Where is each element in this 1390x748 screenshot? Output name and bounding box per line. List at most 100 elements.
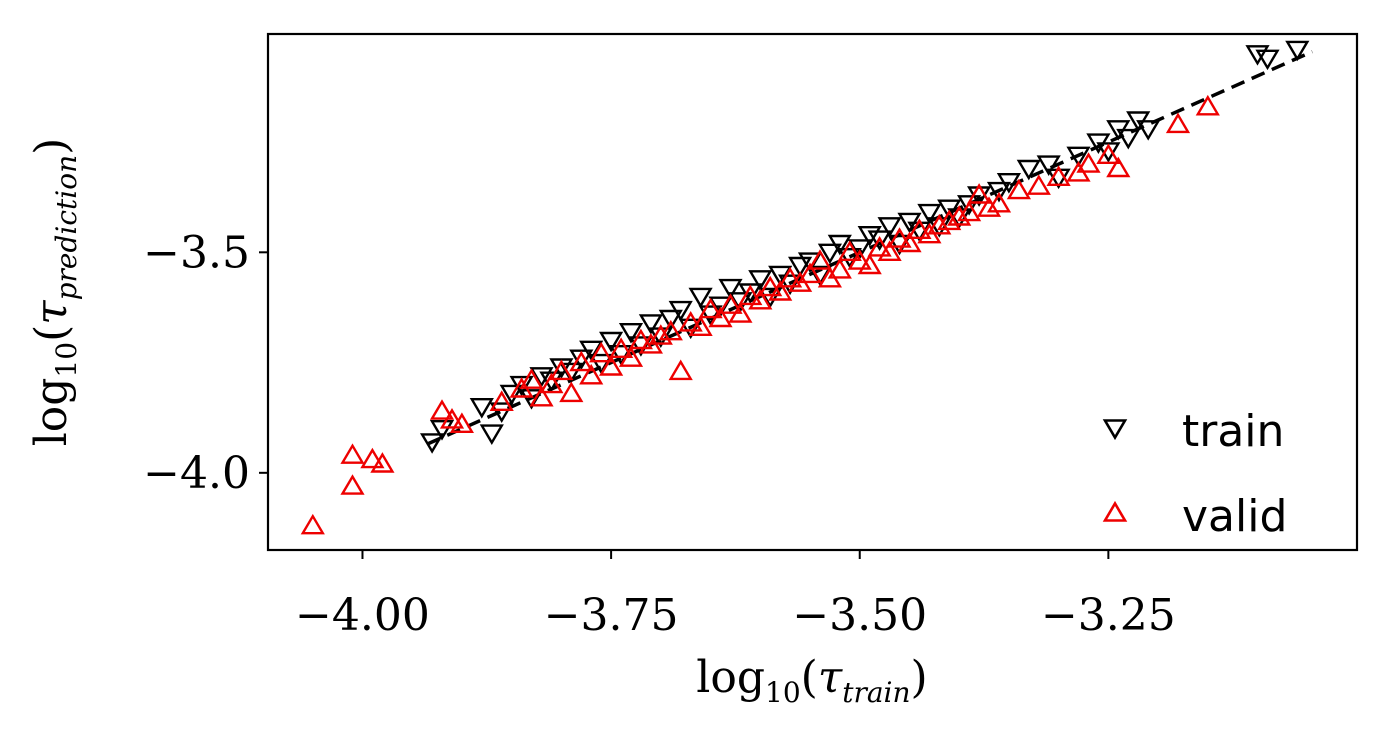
valid-point xyxy=(837,240,862,261)
valid-point xyxy=(1026,174,1051,195)
x-axis-label-log: log xyxy=(696,652,765,703)
valid-point xyxy=(768,280,793,301)
x-axis-label-tau-subscript: train xyxy=(842,676,910,709)
reference-dashed-line xyxy=(426,50,1313,446)
valid-point xyxy=(340,474,365,495)
valid-point xyxy=(519,368,544,389)
legend-train-marker xyxy=(1102,419,1128,441)
x-axis-ticks: −4.00 −3.75 −3.50 −3.25 xyxy=(295,550,1176,641)
valid-point xyxy=(897,231,922,253)
valid-point xyxy=(847,249,872,270)
valid-point xyxy=(589,341,614,363)
legend-valid-label: valid xyxy=(1182,491,1287,542)
valid-point xyxy=(678,311,703,332)
train-point xyxy=(748,270,773,291)
valid-point xyxy=(360,447,385,469)
train-point xyxy=(857,225,882,247)
valid-point xyxy=(827,258,852,279)
train-point xyxy=(817,243,842,265)
valid-point xyxy=(609,337,634,358)
y-axis-label-open-paren: ( xyxy=(26,325,77,342)
legend-valid-marker xyxy=(1102,500,1128,522)
y-tick-label: −4.0 xyxy=(143,448,250,499)
valid-point xyxy=(668,359,693,381)
valid-point xyxy=(748,288,773,310)
x-tick-label: −4.00 xyxy=(295,590,430,641)
train-point xyxy=(1066,146,1091,168)
valid-point xyxy=(539,372,564,394)
valid-point xyxy=(648,324,673,345)
train-point xyxy=(429,420,455,441)
valid-point xyxy=(599,355,624,376)
valid-point xyxy=(559,381,584,403)
x-tick-label: −3.50 xyxy=(792,590,927,641)
valid-point xyxy=(1006,178,1031,200)
valid-point xyxy=(967,183,992,204)
train-point xyxy=(788,256,813,278)
points-layer xyxy=(300,40,1310,535)
train-point xyxy=(986,181,1012,203)
legend-train-label: train xyxy=(1182,406,1284,457)
valid-point xyxy=(579,363,604,385)
y-tick-label: −3.5 xyxy=(143,227,250,278)
train-point xyxy=(957,195,982,216)
train-point xyxy=(579,340,604,362)
train-point xyxy=(867,230,892,251)
valid-point xyxy=(877,240,902,261)
train-point xyxy=(718,278,743,300)
valid-point xyxy=(489,390,514,411)
y-axis-label-close-paren: ) xyxy=(26,138,77,155)
valid-point xyxy=(658,319,683,341)
train-point xyxy=(618,323,644,344)
train-point xyxy=(529,367,554,388)
train-point xyxy=(688,287,713,309)
train-point xyxy=(877,217,902,238)
valid-point xyxy=(1106,156,1131,178)
valid-point xyxy=(1046,165,1071,187)
train-point xyxy=(549,358,574,379)
y-axis-label-log-subscript: 10 xyxy=(50,342,83,378)
valid-point xyxy=(529,385,554,407)
train-point xyxy=(599,331,624,353)
valid-point xyxy=(887,227,912,248)
train-point xyxy=(827,234,852,256)
train-point xyxy=(1136,120,1161,141)
x-axis-label-close-paren: ) xyxy=(911,652,928,703)
train-point xyxy=(1116,128,1141,150)
valid-point xyxy=(429,399,455,420)
train-point xyxy=(509,375,534,397)
x-axis-label-log-subscript: 10 xyxy=(765,676,801,709)
y-axis-label-tau-subscript: prediction xyxy=(50,155,83,301)
train-point xyxy=(569,349,594,371)
valid-point xyxy=(439,408,465,429)
x-tick-label: −3.75 xyxy=(544,590,679,641)
valid-point xyxy=(807,249,833,270)
train-point xyxy=(996,172,1021,194)
valid-point xyxy=(728,302,753,323)
train-point xyxy=(1036,155,1061,176)
train-point xyxy=(479,424,504,445)
x-axis-label-open-paren: ( xyxy=(801,652,818,703)
valid-point xyxy=(718,293,743,314)
y-axis-label-tau: τ xyxy=(26,300,77,325)
valid-point xyxy=(1076,152,1101,173)
y-axis-ticks: −4.0 −3.5 xyxy=(143,227,268,499)
valid-point xyxy=(927,213,952,235)
train-point xyxy=(1096,142,1121,163)
valid-point xyxy=(1165,112,1191,134)
valid-point xyxy=(370,452,395,473)
valid-point xyxy=(797,262,823,284)
legend: train valid xyxy=(1102,406,1287,542)
valid-point xyxy=(937,209,962,231)
valid-point xyxy=(698,297,723,319)
valid-point xyxy=(449,412,474,433)
train-point xyxy=(499,384,524,406)
train-point xyxy=(469,398,494,419)
valid-point xyxy=(618,346,644,367)
x-axis-label-tau: τ xyxy=(818,652,843,703)
valid-point xyxy=(688,315,713,336)
valid-point xyxy=(1195,94,1220,116)
train-point xyxy=(638,314,663,335)
valid-point xyxy=(549,359,574,381)
